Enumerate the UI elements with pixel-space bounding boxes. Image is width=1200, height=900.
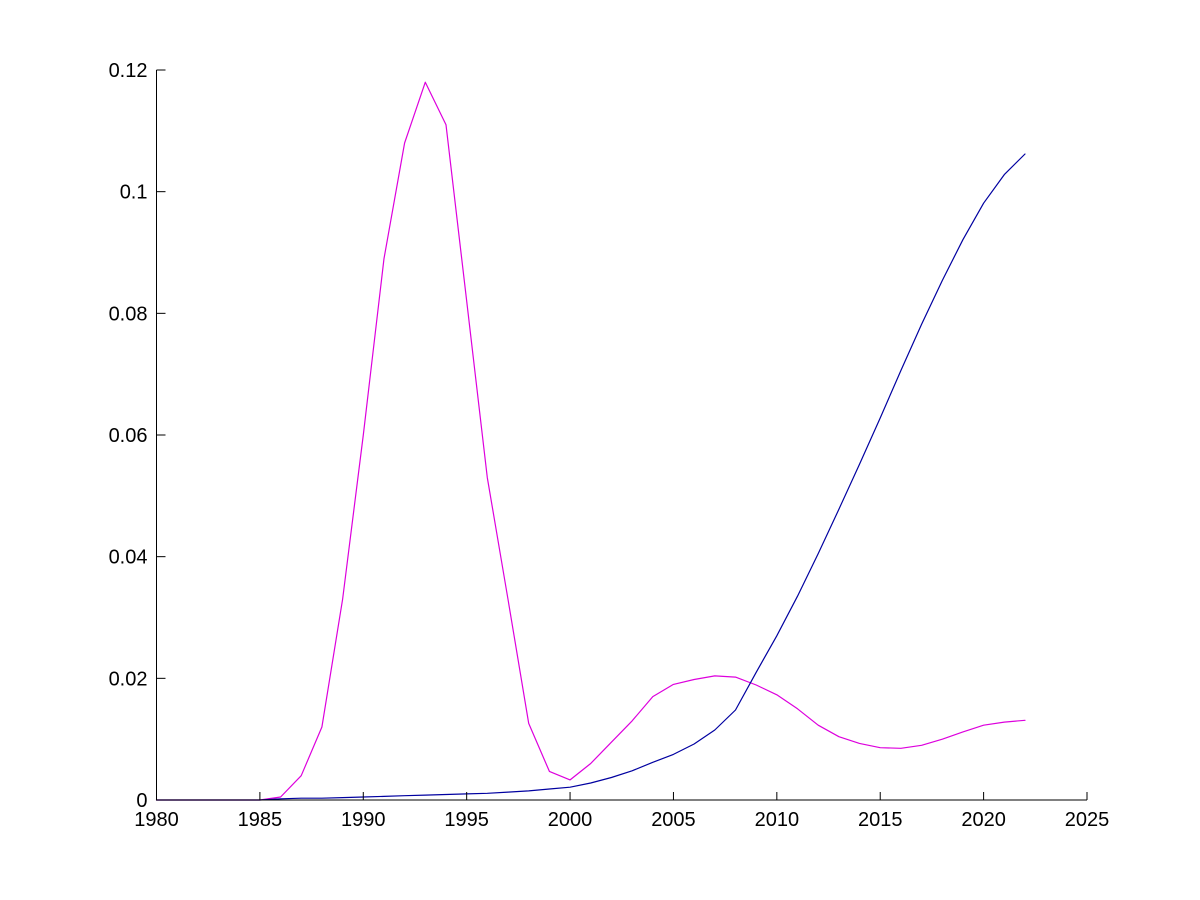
y-tick-label: 0: [136, 790, 147, 812]
y-tick-label: 0.04: [109, 547, 148, 569]
x-tick-label: 2005: [651, 809, 696, 831]
x-tick-label: 2010: [755, 809, 800, 831]
y-tick-label: 0.08: [109, 303, 148, 325]
blue-series-line: [155, 153, 1026, 801]
x-tick-label: 1985: [238, 809, 283, 831]
magenta-series-line: [155, 81, 1026, 801]
x-tick-label: 1990: [341, 809, 386, 831]
x-tick-label: 2025: [1065, 809, 1110, 831]
axes: [156, 69, 1088, 801]
x-tick-label: 1980: [134, 809, 179, 831]
y-tick-label: 0.12: [109, 60, 148, 82]
series-lines: [155, 81, 1026, 801]
y-tick-label: 0.02: [109, 668, 148, 690]
x-tick-label: 2020: [961, 809, 1006, 831]
y-tick-label: 0.06: [109, 425, 148, 447]
x-axis-tick-labels: 1980 1985 1990 1995 2000 2005 2010 2015 2020 2025: [134, 809, 1109, 831]
y-tick-label: 0.1: [120, 182, 148, 204]
x-tick-label: 2000: [548, 809, 593, 831]
y-axis-tick-labels: 0 0.02 0.04 0.06 0.08 0.1 0.12: [109, 60, 148, 812]
x-tick-label: 2015: [858, 809, 903, 831]
axis-lines: [156, 70, 1087, 801]
x-tick-label: 1995: [444, 809, 489, 831]
